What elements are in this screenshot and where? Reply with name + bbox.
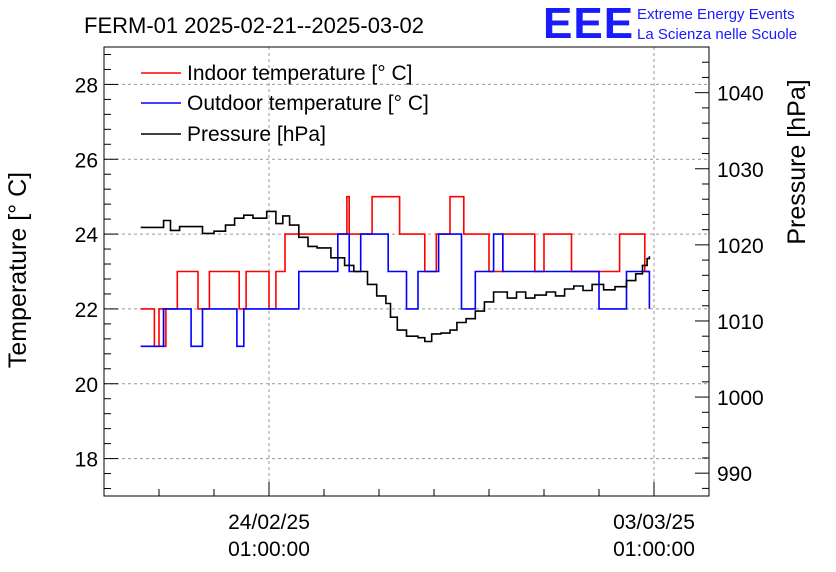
x-tick-label-time: 01:00:00 (613, 538, 695, 561)
y-axis-title: Temperature [° C] (4, 172, 32, 368)
y2-tick-label: 1000 (717, 387, 764, 410)
y-tick-label: 22 (75, 299, 98, 322)
y2-tick-label: 1010 (717, 311, 764, 334)
left-axis: 18 20 22 24 26 28 (75, 53, 118, 490)
y-tick-label: 28 (75, 74, 98, 97)
legend-label: Indoor temperature [° C] (187, 62, 413, 85)
series-line-3 (140, 210, 651, 343)
series-layer (140, 195, 651, 348)
legend: Indoor temperature [° C] Outdoor temperat… (141, 62, 429, 146)
logo-line-2: La Scienza nelle Scuole (637, 26, 797, 43)
x-tick-label-time: 01:00:00 (228, 538, 310, 561)
x-axis: 24/02/25 01:00:00 03/03/25 01:00:00 (103, 482, 710, 561)
y2-axis-title: Pressure [hPa] (783, 79, 811, 244)
logo-mark: EEE (543, 0, 634, 48)
y2-tick-label: 1040 (717, 83, 764, 106)
right-axis: 990 1000 1010 1020 1030 1040 (695, 46, 764, 489)
y2-tick-label: 990 (717, 463, 752, 486)
x-tick-label-date: 24/02/25 (228, 511, 310, 534)
legend-label: Pressure [hPa] (187, 123, 326, 146)
legend-label: Outdoor temperature [° C] (187, 92, 429, 115)
y-tick-label: 20 (75, 374, 98, 397)
y-tick-label: 24 (75, 224, 99, 247)
x-tick-label-date: 03/03/25 (613, 511, 695, 534)
y-tick-label: 18 (75, 449, 98, 472)
plot-frame (103, 46, 710, 497)
series-line-2 (140, 233, 651, 348)
y2-tick-label: 1030 (717, 159, 764, 182)
eee-logo: EEE Extreme Energy Events La Scienza nel… (543, 0, 797, 48)
logo-line-1: Extreme Energy Events (637, 6, 795, 23)
y-tick-label: 26 (75, 149, 98, 172)
y2-tick-label: 1020 (717, 235, 764, 258)
chart-title: FERM-01 2025-02-21--2025-03-02 (84, 13, 424, 38)
